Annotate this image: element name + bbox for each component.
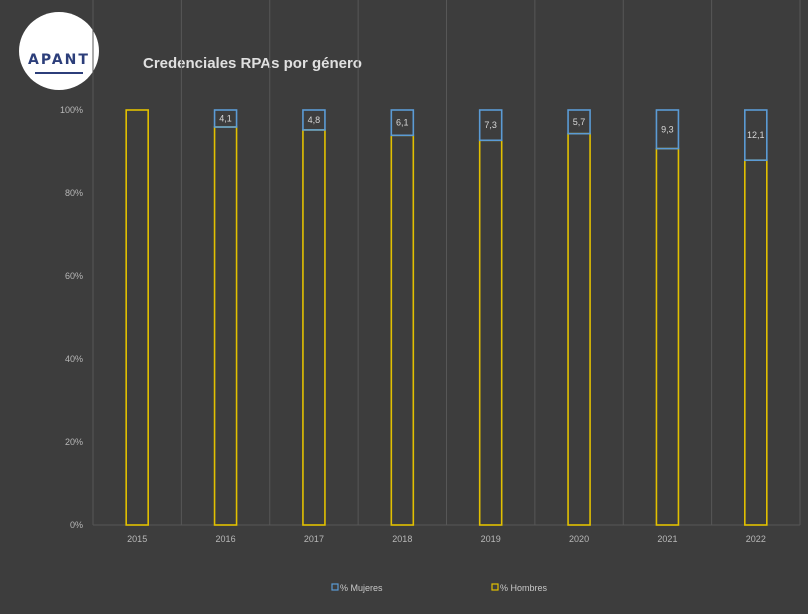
y-tick-label: 100% [60, 105, 83, 115]
x-tick-label: 2016 [216, 534, 236, 544]
apant-logo: APANT [19, 12, 99, 90]
data-label: 12,1 [747, 130, 765, 140]
bar-mujeres [744, 109, 768, 162]
x-tick-label: 2015 [127, 534, 147, 544]
x-tick-label: 2021 [657, 534, 677, 544]
legend-swatch [491, 583, 499, 591]
logo-underline [35, 72, 83, 74]
data-label: 9,3 [661, 124, 674, 134]
y-tick-label: 20% [65, 437, 83, 447]
logo-text: APANT [28, 52, 90, 68]
legend-swatch [331, 583, 339, 591]
y-tick-label: 60% [65, 271, 83, 281]
bar-mujeres [567, 109, 591, 135]
y-tick-label: 40% [65, 354, 83, 364]
bar-hombres [655, 147, 680, 526]
bar-mujeres [213, 109, 238, 128]
bar-mujeres [390, 109, 415, 137]
data-label: 5,7 [573, 117, 586, 127]
x-tick-label: 2018 [392, 534, 412, 544]
x-tick-label: 2020 [569, 534, 589, 544]
bar-hombres [390, 134, 415, 526]
x-tick-label: 2019 [481, 534, 501, 544]
bar-hombres [125, 109, 149, 526]
data-label: 4,8 [308, 115, 321, 125]
x-tick-label: 2017 [304, 534, 324, 544]
data-label: 6,1 [396, 118, 409, 128]
bar-mujeres [478, 109, 503, 142]
bar-hombres [744, 159, 768, 526]
bar-hombres [567, 132, 591, 526]
legend-label: % Hombres [500, 583, 548, 593]
y-tick-label: 80% [65, 188, 83, 198]
data-label: 4,1 [219, 114, 232, 124]
bar-hombres [302, 129, 326, 526]
data-label: 7,3 [484, 120, 497, 130]
chart-title: Credenciales RPAs por género [143, 55, 362, 72]
bar-hombres [213, 126, 238, 526]
x-tick-label: 2022 [746, 534, 766, 544]
bar-mujeres [655, 109, 680, 150]
bar-mujeres [302, 109, 326, 131]
y-tick-label: 0% [70, 520, 83, 530]
bar-hombres [478, 139, 503, 526]
legend-label: % Mujeres [340, 583, 383, 593]
